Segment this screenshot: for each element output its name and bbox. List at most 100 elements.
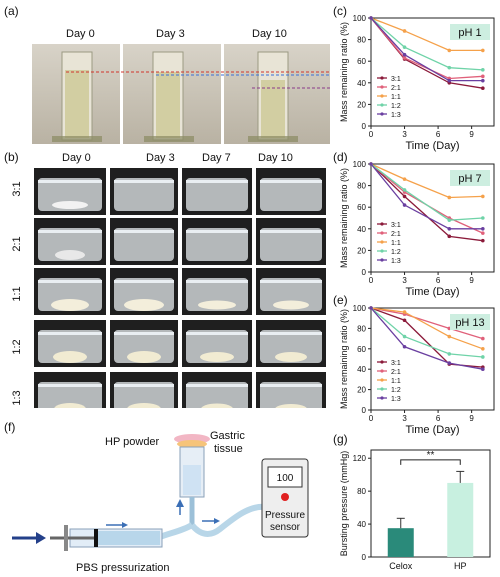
y-tick-label: 80: [357, 324, 366, 333]
data-point: [402, 188, 407, 192]
panel-b-row-1-3: 1:3: [11, 390, 23, 406]
data-point: [481, 194, 485, 199]
legend-label: 2:1: [391, 85, 401, 92]
gel-sample: [275, 352, 307, 362]
data-point: [402, 56, 407, 60]
beaker-cell: [110, 168, 178, 215]
data-point: [481, 347, 485, 351]
data-point: [402, 203, 407, 207]
data-point: [481, 48, 485, 53]
panel-b-day-7: Day 7: [202, 152, 231, 164]
beaker-cell: [110, 372, 178, 408]
beaker-cell: [110, 320, 178, 367]
gel-sample: [200, 352, 234, 362]
data-point: [481, 336, 485, 341]
beaker-cell: [110, 218, 178, 265]
panel-b-row-3-1: 3:1: [11, 181, 23, 197]
category-label: Celox: [389, 561, 413, 571]
up-arrow-icon: [176, 499, 184, 507]
legend-label: 1:3: [391, 258, 401, 265]
series-line-1-1: [370, 17, 483, 52]
ph-badge-label: pH 13: [455, 317, 484, 329]
category-label: HP: [454, 561, 467, 571]
panel-e-label: (e): [333, 293, 348, 307]
beaker-cell: [256, 168, 326, 215]
panel-b-day-3: Day 3: [146, 152, 175, 164]
y-tick-label: 120: [353, 454, 367, 463]
beaker-cell: [256, 320, 326, 367]
y-tick-label: 100: [353, 14, 367, 23]
legend-marker: [380, 85, 384, 89]
gel-sample: [55, 250, 85, 260]
y-tick-label: 60: [357, 345, 366, 354]
panel-b-row-2-1: 2:1: [11, 236, 23, 252]
series-line-1-1: [370, 163, 483, 199]
x-axis-label: Time (Day): [406, 286, 460, 298]
y-tick-label: 0: [362, 553, 367, 562]
data-point: [447, 195, 452, 200]
data-point: [402, 344, 407, 349]
y-tick-label: 100: [353, 304, 367, 313]
legend-label: 1:1: [391, 240, 401, 247]
panel-c-label: (c): [333, 4, 347, 18]
beaker-cell: [110, 268, 178, 315]
y-tick-label: 0: [362, 268, 367, 277]
chart-g: 0 40 80 120 Bursting pressure (mmHg) Celox HP *…: [339, 449, 491, 571]
x-tick-label: 3: [402, 130, 407, 139]
data-point: [481, 216, 485, 220]
data-point: [447, 227, 452, 231]
panel-d-label: (d): [333, 150, 348, 164]
gel-sample: [127, 403, 161, 408]
x-axis-label: Time (Day): [406, 424, 460, 436]
ph-badge-label: pH 7: [458, 173, 481, 185]
data-point: [402, 334, 407, 339]
sensor-tube: [189, 503, 267, 537]
hp-powder-label: HP powder: [105, 436, 160, 448]
push-arrow-icon: [36, 532, 46, 544]
gastric-tissue-label-line1: Gastric: [210, 430, 245, 442]
legend-marker: [380, 76, 384, 80]
gastric-tissue-label-line2: tissue: [214, 443, 243, 455]
data-point: [402, 52, 407, 57]
beaker-cell: [34, 372, 106, 408]
legend-label: 1:3: [391, 396, 401, 403]
beaker-cell: [256, 372, 326, 408]
data-point: [447, 78, 452, 83]
legend-label: 1:2: [391, 103, 401, 110]
y-tick-label: 80: [357, 487, 366, 496]
data-point: [481, 68, 485, 72]
pbs-label: PBS pressurization: [76, 562, 170, 574]
ph-badge: [450, 24, 490, 40]
beaker-cell: [34, 218, 106, 265]
chart-d: 0 20 40 60 80 100 0 3 6 9 Time (Day) Mass remaining…: [339, 160, 495, 298]
data-point: [481, 231, 485, 235]
panel-b-label: (b): [4, 150, 19, 164]
legend-label: 2:1: [391, 369, 401, 376]
flow-arrow-icon-2: [214, 518, 220, 524]
data-point: [402, 45, 407, 49]
data-point: [481, 355, 485, 359]
legend-marker: [380, 103, 384, 107]
data-point: [402, 29, 407, 33]
sensor-label-line2: sensor: [270, 522, 301, 533]
panel-a-label: (a): [4, 4, 19, 18]
data-point: [447, 361, 452, 365]
panel-a-photo: [32, 44, 330, 144]
data-point: [447, 218, 452, 222]
data-point: [447, 334, 452, 339]
y-tick-label: 0: [362, 406, 367, 415]
hp-powder-shape: [177, 440, 207, 448]
data-point: [481, 367, 485, 371]
legend-marker: [380, 378, 384, 382]
sensor-reading: 100: [277, 473, 294, 484]
legend-label: 1:2: [391, 249, 401, 256]
gel-sample: [124, 299, 164, 311]
x-tick-label: 9: [469, 276, 474, 285]
flow-arrow-icon-1: [122, 522, 128, 528]
data-point: [402, 310, 407, 314]
ph-badge: [450, 314, 490, 330]
tube-day3: [144, 51, 194, 142]
legend-label: 1:1: [391, 378, 401, 385]
legend-marker: [380, 369, 384, 373]
y-tick-label: 60: [357, 57, 366, 66]
